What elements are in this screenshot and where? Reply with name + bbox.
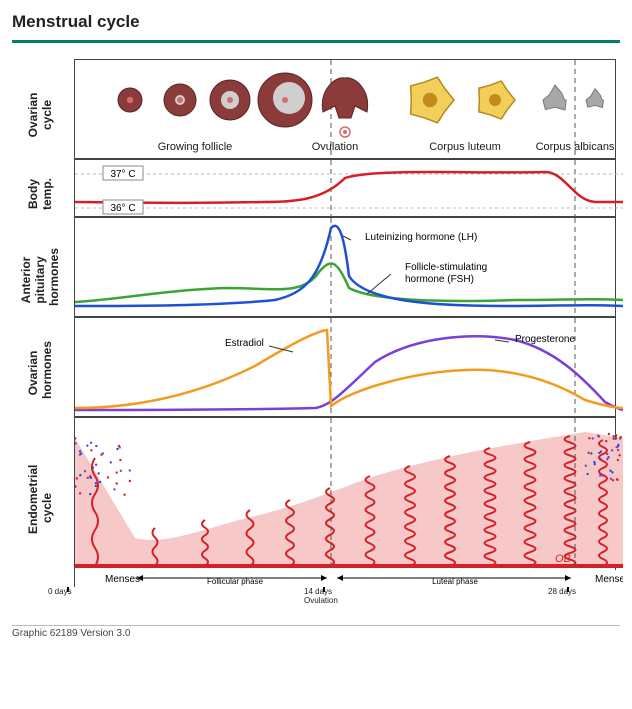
stage-label: Corpus luteum [429,141,501,153]
row-label: Ovarianhormones [26,347,54,399]
xaxis-label: 14 daysOvulation [304,587,338,605]
x-axis: 0 days14 daysOvulation28 days [68,587,616,613]
estradiol-label: Estradiol [225,338,264,349]
stage-label: Growing follicle [158,141,233,153]
title-rule [12,40,620,43]
panel-ovarian-hormones: Estradiol Progesterone [74,317,616,417]
xaxis-label: 0 days [48,587,72,596]
phase-label-follicular: Follicular phase [207,577,264,586]
corpus-albicans-icon [586,89,603,108]
oocyte-icon [227,97,233,103]
progesterone-label: Progesterone [515,334,575,345]
phase-label-luteal: Luteal phase [432,577,478,586]
row-label: Bodytemp. [26,168,54,220]
fsh-label: Follicle-stimulatinghormone (FSH) [405,262,487,285]
signature: OB [555,553,571,565]
graphic-footer: Graphic 62189 Version 3.0 [12,625,620,639]
corpus-albicans-icon [543,85,566,110]
body-temp-curve [75,172,623,203]
page-title: Menstrual cycle [12,12,620,32]
panel-pituitary-hormones: Luteinizing hormone (LH) Follicle-stimula… [74,217,616,317]
ovulation-follicle-icon [322,78,367,118]
oocyte-icon [177,97,183,103]
menses-label-left: Menses [105,574,140,585]
oocyte-icon [127,97,133,103]
row-label: Ovariancycle [26,89,54,141]
xaxis-label: 28 days [548,587,576,596]
panel-body-temp: 37° C 36° C [74,159,616,217]
lh-label: Luteinizing hormone (LH) [365,232,477,243]
stage-label: Ovulation [312,141,358,153]
diagram-panels: Growing follicle Ovulation Corpus luteum Co… [18,59,620,587]
antrum-icon [273,82,305,114]
menses-label-right: Menses [595,574,623,585]
temp-37-label: 37° C [110,169,135,180]
row-label: Anteriorpituitaryhormones [19,254,61,306]
panel-endometrial-cycle: OBMensesMensesFollicular phaseLuteal pha… [74,417,616,587]
temp-36-label: 36° C [110,203,135,214]
oocyte-icon [282,97,288,103]
stage-label: Corpus albicans [536,141,615,153]
panel-ovarian-cycle: Growing follicle Ovulation Corpus luteum Co… [74,59,616,159]
row-label: Endometrialcycle [26,482,54,534]
